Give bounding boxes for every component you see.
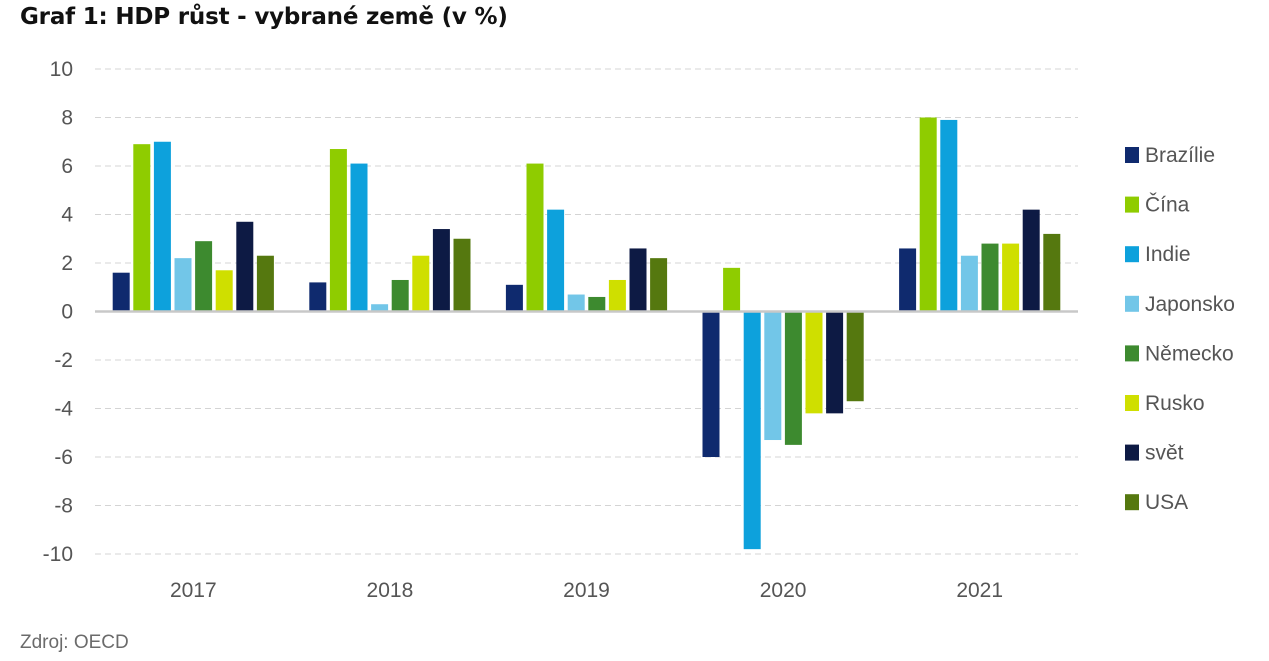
bar-svět-2018 bbox=[432, 229, 450, 312]
legend-item: Indie bbox=[1125, 243, 1191, 266]
bar-Indie-2021 bbox=[940, 119, 958, 312]
bar-Čína-2018 bbox=[329, 149, 347, 312]
legend-swatch bbox=[1125, 295, 1139, 312]
legend-swatch bbox=[1125, 494, 1139, 511]
legend-swatch bbox=[1125, 444, 1139, 461]
bar-Německo-2020 bbox=[784, 311, 802, 445]
y-tick-label: 10 bbox=[50, 58, 73, 81]
bar-svět-2020 bbox=[826, 311, 844, 414]
x-tick-label: 2017 bbox=[170, 579, 217, 602]
bar-Brazílie-2019 bbox=[505, 284, 523, 312]
legend-label: Indie bbox=[1145, 243, 1191, 266]
legend-item: Brazílie bbox=[1125, 144, 1215, 167]
y-tick-label: 4 bbox=[61, 204, 73, 227]
bar-Japonsko-2017 bbox=[174, 258, 192, 312]
y-tick-label: 6 bbox=[61, 155, 73, 178]
bar-Indie-2020 bbox=[743, 311, 761, 550]
legend-item: USA bbox=[1125, 491, 1188, 514]
bar-Rusko-2019 bbox=[608, 279, 626, 312]
bar-Brazílie-2018 bbox=[309, 282, 327, 312]
legend-item: Čína bbox=[1125, 194, 1190, 217]
legend-label: Čína bbox=[1145, 194, 1190, 217]
bar-Čína-2019 bbox=[526, 163, 544, 312]
bar-Rusko-2017 bbox=[215, 270, 233, 312]
bar-svět-2021 bbox=[1022, 209, 1040, 312]
bar-Indie-2019 bbox=[547, 209, 565, 312]
bars-layer bbox=[112, 117, 1061, 550]
legend-swatch bbox=[1125, 196, 1139, 213]
legend: Brazílie Čína Indie Japonsko Německo Rusko svě… bbox=[1125, 144, 1235, 514]
bar-Brazílie-2017 bbox=[112, 272, 130, 312]
bar-USA-2021 bbox=[1043, 233, 1061, 312]
legend-swatch bbox=[1125, 345, 1139, 362]
bar-USA-2019 bbox=[650, 258, 668, 312]
y-tick-label: -4 bbox=[54, 398, 73, 421]
x-tick-label: 2020 bbox=[760, 579, 807, 602]
legend-item: Německo bbox=[1125, 342, 1234, 365]
legend-swatch bbox=[1125, 246, 1139, 263]
legend-item: svět bbox=[1125, 442, 1184, 465]
legend-item: Japonsko bbox=[1125, 293, 1235, 316]
bar-Japonsko-2019 bbox=[567, 294, 585, 312]
bar-USA-2017 bbox=[256, 255, 274, 312]
x-axis: 2017 2018 2019 2020 2021 bbox=[170, 579, 1003, 602]
bar-USA-2018 bbox=[453, 238, 471, 312]
legend-label: Rusko bbox=[1145, 392, 1205, 415]
chart-title: Graf 1: HDP růst - vybrané země (v %) bbox=[20, 4, 508, 30]
legend-label: Japonsko bbox=[1145, 293, 1235, 316]
bar-Čína-2021 bbox=[919, 117, 937, 312]
bar-Německo-2021 bbox=[981, 243, 999, 312]
bar-Japonsko-2021 bbox=[960, 255, 978, 312]
bar-Německo-2019 bbox=[588, 296, 606, 312]
y-tick-label: -6 bbox=[54, 446, 73, 469]
grid-layer bbox=[95, 68, 1078, 555]
bar-Čína-2017 bbox=[133, 144, 151, 312]
bar-Německo-2018 bbox=[391, 279, 409, 312]
bar-Rusko-2021 bbox=[1002, 243, 1020, 312]
y-tick-label: 8 bbox=[61, 107, 73, 130]
y-tick-label: -10 bbox=[43, 543, 73, 566]
bar-Rusko-2018 bbox=[412, 255, 430, 312]
source-note: Zdroj: OECD bbox=[20, 632, 129, 653]
bar-Rusko-2020 bbox=[805, 311, 823, 414]
bar-svět-2017 bbox=[236, 221, 254, 312]
legend-label: USA bbox=[1145, 491, 1188, 514]
bar-Německo-2017 bbox=[195, 241, 213, 312]
legend-swatch bbox=[1125, 395, 1139, 411]
y-tick-label: -8 bbox=[54, 495, 73, 518]
bar-Indie-2018 bbox=[350, 163, 368, 312]
bar-Japonsko-2020 bbox=[764, 311, 782, 441]
bar-Brazílie-2020 bbox=[702, 311, 720, 457]
legend-item: Rusko bbox=[1125, 392, 1205, 415]
bar-Japonsko-2018 bbox=[371, 304, 389, 312]
bar-USA-2020 bbox=[846, 311, 864, 402]
x-tick-label: 2021 bbox=[956, 579, 1003, 602]
bar-Čína-2020 bbox=[723, 267, 741, 312]
legend-label: svět bbox=[1145, 442, 1184, 465]
bar-svět-2019 bbox=[629, 248, 647, 312]
x-tick-label: 2018 bbox=[367, 579, 414, 602]
bar-Indie-2017 bbox=[153, 141, 171, 312]
legend-swatch bbox=[1125, 147, 1139, 163]
bar-Brazílie-2021 bbox=[899, 248, 917, 312]
y-tick-label: -2 bbox=[54, 349, 73, 372]
y-tick-label: 2 bbox=[61, 252, 73, 275]
legend-label: Brazílie bbox=[1145, 144, 1215, 167]
x-tick-label: 2019 bbox=[563, 579, 610, 602]
y-tick-label: 0 bbox=[61, 301, 73, 324]
y-axis: 10 8 6 4 2 0 -2 -4 -6 -8 -10 bbox=[43, 58, 74, 566]
legend-label: Německo bbox=[1145, 342, 1234, 365]
